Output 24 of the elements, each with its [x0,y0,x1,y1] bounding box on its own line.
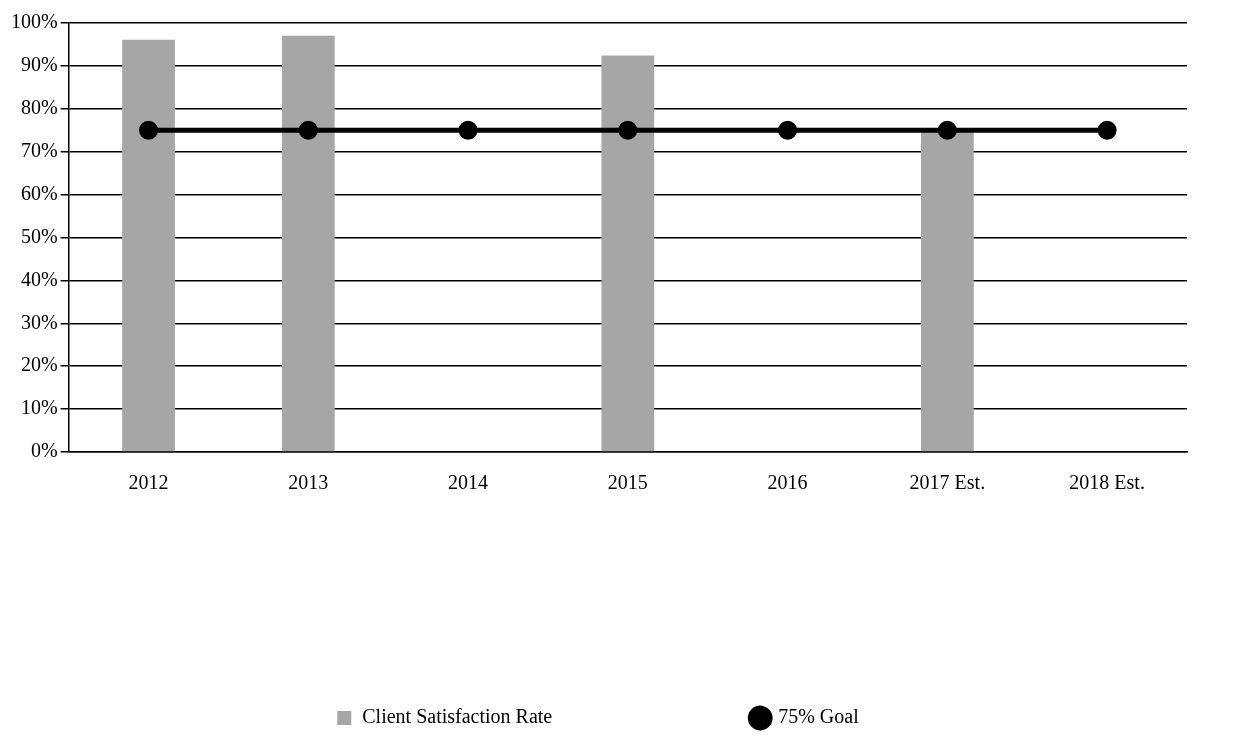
y-tick-label: 60% [20,181,58,204]
x-tick-label: 2013 [288,471,329,494]
bar [281,35,335,452]
y-tick-label: 70% [20,138,58,161]
y-tick-label: 50% [20,224,58,247]
y-tick-label: 100% [10,10,58,33]
y-tick-label: 30% [20,310,58,333]
y-tick-label: 90% [20,53,58,76]
bar [601,55,655,452]
y-tick-label: 10% [20,396,58,419]
x-tick-label: 2017 Est. [909,471,986,494]
x-tick-label: 2015 [607,471,648,494]
legend-label: 75% Goal [778,705,860,728]
bar [122,39,175,452]
legend-label: Client Satisfaction Rate [362,705,553,728]
y-tick-label: 0% [30,439,58,462]
y-tick-label: 20% [20,353,58,376]
x-tick-label: 2018 Est. [1069,471,1145,494]
x-tick-label: 2012 [128,471,169,494]
y-tick-label: 40% [20,267,58,290]
x-tick-label: 2016 [767,471,808,494]
y-tick-label: 80% [20,96,58,119]
x-tick-label: 2014 [448,471,489,494]
bar [921,130,974,452]
